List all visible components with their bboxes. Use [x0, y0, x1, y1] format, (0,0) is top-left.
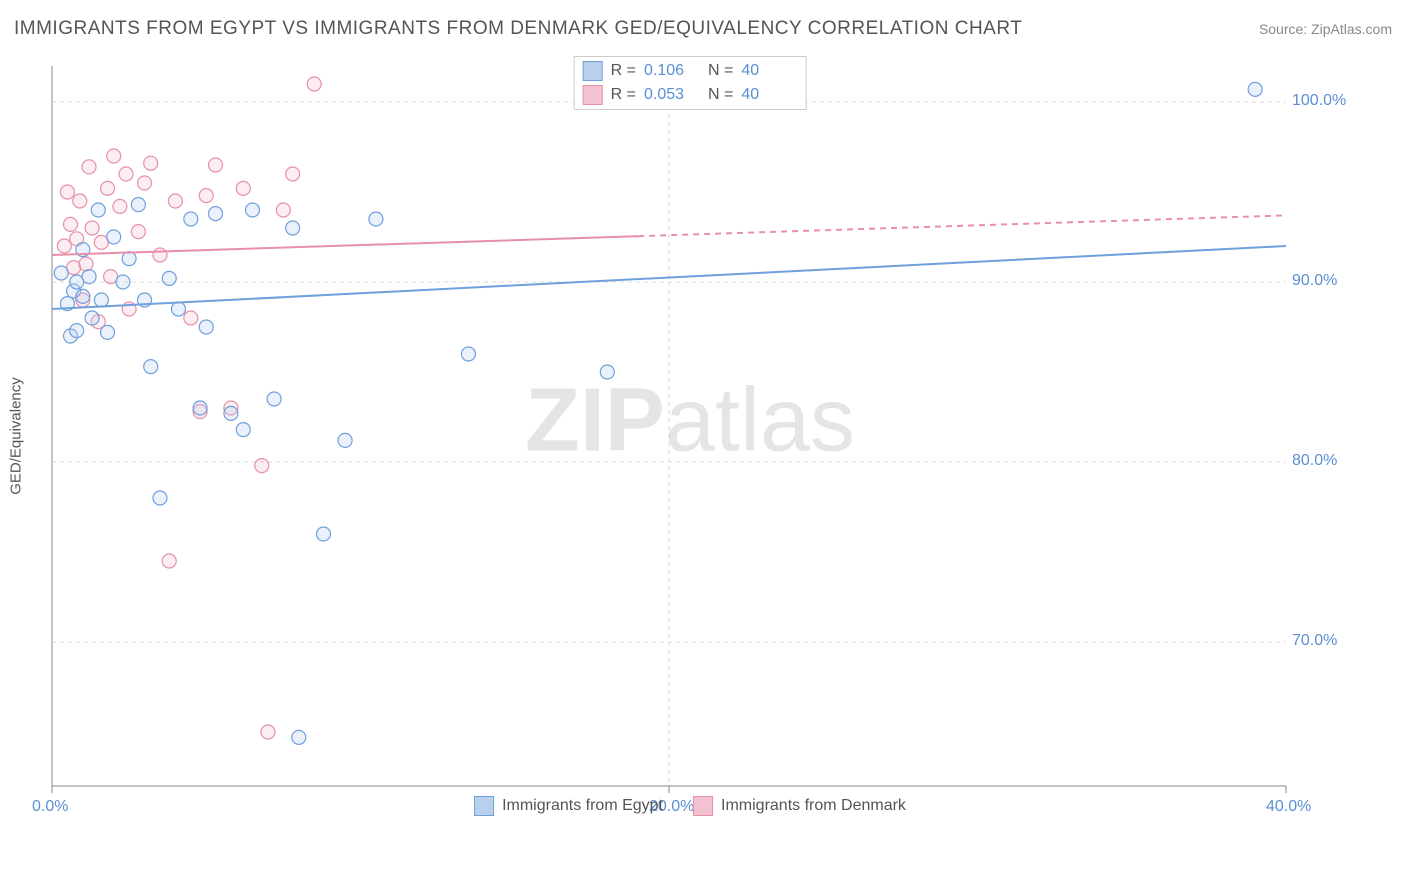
chart-title: IMMIGRANTS FROM EGYPT VS IMMIGRANTS FROM…: [14, 18, 1022, 40]
legend-series-item: Immigrants from Egypt: [474, 796, 663, 816]
legend-series-label: Immigrants from Denmark: [721, 797, 906, 815]
y-axis-label: GED/Equivalency: [8, 377, 25, 495]
y-tick-label: 90.0%: [1292, 272, 1337, 290]
source-label: Source: ZipAtlas.com: [1259, 21, 1392, 37]
legend-correlation-row: R =0.106N =40: [583, 59, 798, 83]
y-tick-label: 80.0%: [1292, 452, 1337, 470]
correlation-legend: R =0.106N =40R =0.053N =40: [574, 56, 807, 110]
legend-swatch: [583, 61, 603, 81]
legend-swatch: [474, 796, 494, 816]
y-tick-label: 70.0%: [1292, 632, 1337, 650]
x-tick-label: 0.0%: [32, 798, 68, 816]
series-legend: Immigrants from Egypt Immigrants from Den…: [474, 796, 906, 816]
legend-correlation-row: R =0.053N =40: [583, 83, 798, 107]
chart-area: GED/Equivalency R =0.106N =40R =0.053N =…: [50, 56, 1330, 816]
legend-swatch: [583, 85, 603, 105]
legend-series-label: Immigrants from Egypt: [502, 797, 663, 815]
y-tick-label: 100.0%: [1292, 92, 1346, 110]
x-tick-label: 40.0%: [1266, 798, 1311, 816]
legend-series-item: Immigrants from Denmark: [693, 796, 906, 816]
scatter-plot-svg: [50, 56, 1330, 816]
legend-swatch: [693, 796, 713, 816]
